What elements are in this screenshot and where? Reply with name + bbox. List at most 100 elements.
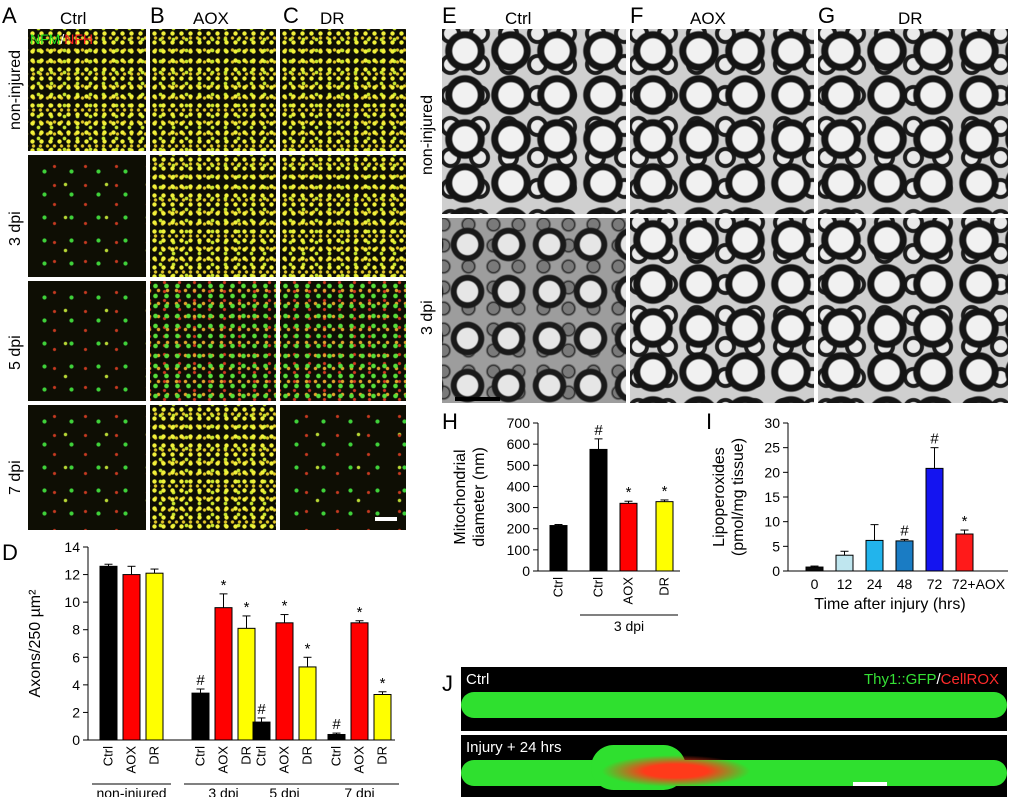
chart-i-y-tick-label: 15 — [764, 489, 780, 505]
chart-i-y-tick-label: 20 — [764, 464, 780, 480]
chart-h-significance-mark: * — [662, 483, 668, 500]
chart-d-x-tick-label: Ctrl — [254, 746, 269, 766]
chart-h-x-tick-label: AOX — [621, 577, 636, 605]
panel-i-label: I — [706, 409, 713, 434]
chart-h-y-tick-label: 200 — [507, 521, 531, 537]
em-ctrl-3dpi — [442, 218, 626, 403]
chart-d-x-tick-label: Ctrl — [101, 746, 116, 766]
chart-i-y-tick-label: 25 — [764, 440, 780, 456]
scale-bar — [375, 517, 397, 521]
chart-d-bar — [191, 692, 210, 741]
chart-d-x-tick-label: Ctrl — [329, 746, 344, 766]
chart-h-x-tick-label: Ctrl — [551, 577, 566, 597]
chart-d-significance-mark: # — [332, 716, 341, 733]
chart-i-y-label-line2: (pmol/mg tissue) — [730, 438, 747, 556]
chart-i-bar — [925, 467, 944, 572]
chart-d-significance-mark: * — [244, 599, 250, 616]
em-row-label-3dpi: 3 dpi — [419, 300, 436, 335]
row-label-7dpi: 7 dpi — [7, 460, 24, 495]
legend-cellrox: CellROX — [940, 671, 999, 688]
chart-d: 0 2 4 6 8 10 12 14 Axons/250 µm² Ctrl AOX DR non-inj… — [27, 539, 399, 797]
em-column-title-ctrl: Ctrl — [505, 9, 532, 28]
chart-d-significance-mark: * — [221, 577, 227, 594]
panel-c-label: C — [283, 3, 299, 28]
chart-d-x-tick-label: DR — [147, 746, 162, 765]
confocal-legend: Thy1::GFP/CellROX — [864, 671, 999, 688]
chart-h-y-tick-label: 500 — [507, 457, 531, 473]
micrograph-aox-5dpi — [150, 281, 276, 401]
panel-d-label: D — [2, 540, 18, 565]
chart-i-x-tick-label: 12 — [837, 576, 853, 592]
chart-i-y-tick-label: 0 — [772, 563, 780, 579]
em-dr-non-injured — [818, 29, 1008, 214]
chart-d-bar — [214, 607, 233, 741]
chart-d-group-label: 5 dpi — [269, 785, 299, 797]
panel-h-label: H — [442, 409, 458, 434]
column-title-ctrl: Ctrl — [60, 9, 87, 28]
stain-legend-sep: / — [60, 31, 65, 47]
chart-d-bar — [252, 721, 271, 741]
chart-h-y-tick-label: 600 — [507, 436, 531, 452]
chart-d-bar — [373, 694, 392, 741]
chart-d-x-tick-label: AOX — [277, 746, 292, 774]
chart-d-y-tick-label: 14 — [64, 539, 80, 555]
chart-i-significance-mark: # — [930, 431, 939, 448]
chart-d-bar — [327, 733, 346, 741]
chart-d-bar — [122, 574, 141, 741]
chart-i-x-tick-label: 72+AOX — [952, 576, 1006, 592]
chart-h-x-tick-label: DR — [657, 577, 672, 596]
panel-f-label: F — [630, 3, 644, 28]
column-title-aox: AOX — [193, 9, 229, 28]
chart-d-y-tick-label: 8 — [72, 622, 80, 638]
chart-d-y-tick-label: 6 — [72, 649, 80, 665]
chart-h-y-tick-label: 700 — [507, 415, 531, 431]
chart-i: 0 5 10 15 20 25 30 Lipoperoxides (pmol/mg tissue… — [711, 415, 1008, 613]
stain-legend: NFM/NFH — [30, 31, 93, 47]
chart-d-x-tick-label: AOX — [124, 746, 139, 774]
chart-h-bar — [619, 502, 638, 572]
chart-i-significance-mark: * — [962, 513, 968, 530]
micrograph-dr-5dpi — [280, 281, 406, 401]
em-column-title-dr: DR — [898, 9, 923, 28]
chart-h-y-tick-label: 100 — [507, 542, 531, 558]
chart-d-x-tick-label: Ctrl — [193, 746, 208, 766]
chart-d-bar — [99, 565, 118, 741]
chart-d-bar — [145, 572, 164, 741]
chart-h-x-tick-label: Ctrl — [591, 577, 606, 597]
chart-d-y-tick-label: 2 — [72, 704, 80, 720]
em-row-label-non-injured: non-injured — [419, 94, 436, 175]
row-label-5dpi: 5 dpi — [7, 335, 24, 370]
chart-d-x-tick-label: DR — [375, 746, 390, 765]
em-aox-non-injured — [630, 29, 814, 214]
chart-d-significance-mark: * — [357, 604, 363, 621]
chart-h-group-label: 3 dpi — [614, 618, 644, 634]
em-dr-3dpi — [818, 218, 1008, 403]
chart-i-y-tick-label: 5 — [772, 538, 780, 554]
chart-h-y-label-line2: diameter (nm) — [471, 447, 488, 547]
panel-g-label: G — [818, 3, 836, 28]
chart-h-significance-mark: * — [626, 484, 632, 501]
chart-i-significance-mark: # — [900, 522, 909, 539]
em-scale-bar — [455, 397, 500, 401]
chart-d-y-tick-label: 10 — [64, 594, 80, 610]
chart-d-y-tick-label: 0 — [72, 732, 80, 748]
chart-d-significance-mark: * — [282, 598, 288, 615]
chart-h-bar — [589, 448, 608, 572]
chart-i-y-tick-label: 10 — [764, 514, 780, 530]
cellrox-signal — [601, 755, 751, 787]
chart-d-bar — [350, 622, 369, 741]
chart-i-bar — [835, 554, 854, 572]
chart-d-bar — [275, 622, 294, 741]
row-label-3dpi: 3 dpi — [7, 211, 24, 246]
panel-e-label: E — [442, 3, 457, 28]
panel-j-label: J — [442, 671, 453, 696]
chart-d-bar — [298, 666, 317, 741]
confocal-injury-label: Injury + 24 hrs — [466, 739, 562, 756]
chart-d-bar — [237, 627, 256, 741]
micrograph-dr-non-injured — [280, 29, 406, 151]
legend-sep: / — [936, 671, 941, 688]
micrograph-ctrl-7dpi — [28, 405, 146, 530]
chart-h-bar — [655, 501, 674, 572]
chart-h-y-label-line1: Mitochondrial — [452, 449, 469, 544]
em-column-title-aox: AOX — [690, 9, 726, 28]
